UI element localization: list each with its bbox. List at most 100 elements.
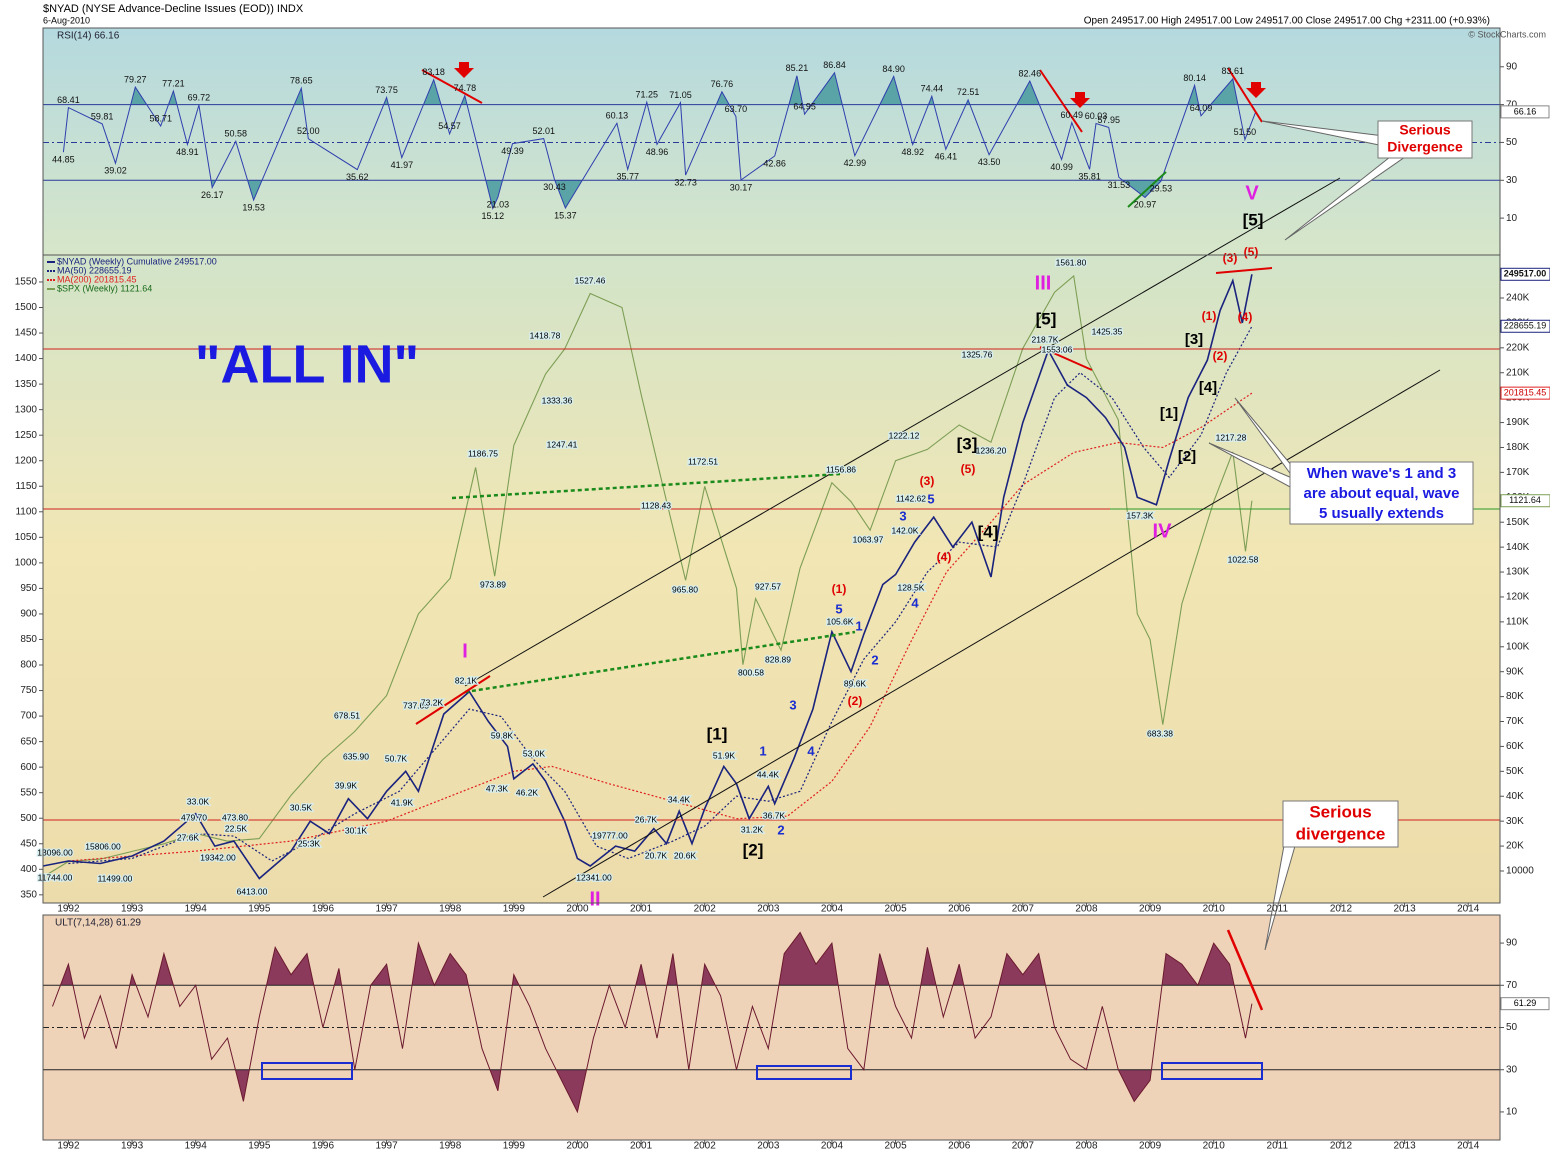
x-tick-label: 2007 [1012, 904, 1035, 915]
value-label: 48.96 [646, 147, 669, 157]
x-tick-label: 1995 [248, 904, 271, 915]
point-label: 965.80 [672, 584, 698, 594]
callout-text: When wave's 1 and 3 [1307, 465, 1456, 482]
x-tick-label: 2008 [1075, 904, 1098, 915]
point-label: 1022.58 [1228, 554, 1259, 564]
x-tick-label: 2008 [1075, 1141, 1098, 1152]
oscillator-line [62, 71, 1257, 210]
wave-label: [3] [1185, 331, 1203, 348]
wave-label: II [589, 888, 600, 910]
last-value-label: 61.29 [1514, 998, 1537, 1008]
point-label: 26.7K [635, 814, 658, 824]
point-label: 479.70 [181, 812, 207, 822]
x-tick-label: 2014 [1457, 904, 1480, 915]
wave-label: III [1035, 272, 1052, 294]
wave-label: [5] [1243, 210, 1264, 229]
point-label: 800.58 [738, 667, 764, 677]
point-label: 1425.35 [1092, 326, 1123, 336]
y-tick-label: 1100 [15, 506, 37, 517]
point-label: 973.89 [480, 579, 506, 589]
point-label: 20.7K [645, 850, 668, 860]
y2-tick-label: 170K [1506, 467, 1530, 478]
header-title: $NYAD (NYSE Advance-Decline Issues (EOD)… [43, 3, 304, 15]
x-tick-label: 1996 [312, 1141, 335, 1152]
value-label: 82.46 [1019, 68, 1042, 78]
wave-label: [4] [1199, 379, 1217, 396]
y-tick-label: 1200 [15, 455, 38, 466]
ult-frame [42, 914, 1501, 1141]
value-label: 78.65 [290, 76, 313, 86]
x-tick-label: 1999 [503, 904, 526, 915]
trend-line [1215, 267, 1273, 274]
arrow [454, 62, 474, 78]
y2-tick-label: 70K [1506, 716, 1524, 727]
y2-tick-label: 60K [1506, 741, 1524, 752]
wave-label: (3) [920, 474, 935, 488]
y-tick-label: 1000 [15, 558, 38, 569]
point-label: 15806.00 [85, 841, 121, 851]
value-label: 51.50 [1234, 127, 1257, 137]
y-tick-label: 1500 [15, 302, 38, 313]
value-label: 29.53 [1150, 184, 1173, 194]
point-label: 128.5K [898, 582, 925, 592]
wave-label: I [462, 640, 468, 662]
wave-label: (5) [1244, 245, 1259, 259]
x-tick-label: 2012 [1330, 1141, 1353, 1152]
wave-label: (1) [1202, 309, 1217, 323]
x-tick-label: 2011 [1267, 904, 1289, 915]
main-frame [42, 254, 1501, 904]
point-label: 11499.00 [98, 873, 133, 883]
y2-tick-label: 210K [1506, 367, 1530, 378]
wave-label: 2 [871, 652, 878, 667]
legend-entry: MA(50) 228655.19 [57, 265, 132, 275]
point-label: 828.89 [765, 654, 791, 664]
value-label: 64.09 [1190, 103, 1213, 113]
trend-line [1227, 67, 1263, 123]
value-label: 76.76 [711, 79, 734, 89]
last-value-label: 228655.19 [1504, 321, 1547, 331]
y-tick-label: 500 [20, 813, 37, 824]
last-value-label: 249517.00 [1504, 269, 1547, 279]
value-label: 31.53 [1108, 180, 1131, 190]
x-tick-label: 2009 [1139, 1141, 1162, 1152]
wave-label: [2] [743, 840, 764, 859]
series-line [68, 326, 1253, 865]
highlight-box [1161, 1062, 1263, 1080]
value-label: 35.77 [616, 172, 639, 182]
wave-label: (4) [1238, 310, 1253, 324]
rsi-panel [43, 28, 1500, 255]
value-label: 49.39 [501, 146, 524, 156]
trend-line [1039, 69, 1083, 133]
wave-label: IV [1153, 520, 1173, 542]
callout-text: Divergence [1387, 139, 1463, 155]
y2-tick-label: 10000 [1506, 866, 1534, 877]
arrow [1246, 82, 1266, 98]
x-tick-label: 2006 [948, 904, 971, 915]
value-label: 83.61 [1222, 66, 1245, 76]
point-label: 36.7K [763, 810, 786, 820]
y-tick-label: 90 [1506, 61, 1518, 72]
x-tick-label: 2004 [821, 1141, 844, 1152]
wave-label: [1] [1160, 405, 1178, 422]
y-tick-label: 1550 [15, 277, 38, 288]
point-label: 39.9K [335, 780, 358, 790]
point-label: 1325.76 [962, 349, 993, 359]
value-label: 85.21 [786, 63, 809, 73]
value-label: 63.70 [725, 104, 748, 114]
x-tick-label: 1992 [57, 1141, 80, 1152]
y-tick-label: 1450 [15, 328, 38, 339]
wave-label: 1 [759, 743, 766, 758]
value-label: 84.90 [882, 64, 905, 74]
y-tick-label: 700 [20, 711, 37, 722]
x-tick-label: 2011 [1267, 1141, 1289, 1152]
x-tick-label: 2010 [1203, 904, 1226, 915]
wave-label: 4 [807, 743, 815, 758]
wave-label: [1] [707, 724, 728, 743]
y-tick-label: 950 [20, 583, 37, 594]
wave-label: [4] [978, 522, 999, 541]
highlight-box [261, 1062, 353, 1080]
y-tick-label: 1050 [15, 532, 38, 543]
point-label: 34.4K [668, 794, 691, 804]
callout-text: are about equal, wave [1304, 485, 1460, 502]
value-label: 83.18 [422, 67, 445, 77]
